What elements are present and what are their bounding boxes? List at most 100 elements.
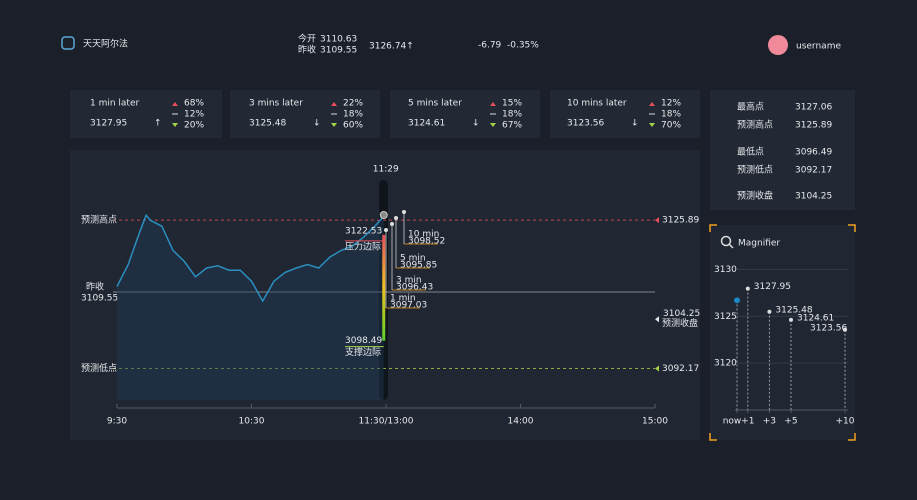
open-value: 3110.63 [320,35,357,45]
card-arrow: ↓ [472,119,480,129]
card-panel [390,90,540,138]
x-tick-label: 10:30 [239,417,265,427]
forecast-value: 3095.85 [400,261,437,271]
flat-pct: 12% [184,110,204,120]
stat-value: 3092.17 [795,166,832,176]
x-tick-label: 15:00 [642,417,668,427]
forecast-label: 1 min [390,294,416,304]
stats-panel [710,90,855,210]
close-pointer [655,316,659,323]
change-pct: -0.35% [507,41,539,51]
point-label: 3123.56 [810,323,847,333]
forecast-dot [394,216,398,220]
up-icon [172,102,178,106]
card-value: 3125.48 [249,119,286,129]
flat-pct: 18% [661,110,681,120]
y-tick-label: 3130 [714,265,737,275]
card-label: 1 min later [90,99,140,109]
forecast-value: 3096.43 [396,283,433,293]
ref-pointer [655,217,659,224]
x-tick-label: now [723,417,742,427]
corner-brackets [709,224,856,441]
point-label: 3127.95 [754,282,791,292]
up-icon [649,102,655,106]
y-tick-label: 3125 [714,312,737,322]
close-value: 3104.25 [663,309,700,319]
price-line [116,213,385,303]
card-arrow: ↓ [631,119,639,129]
forecast-label: 10 min [408,230,439,240]
card-label: 5 mins later [408,99,462,109]
prev-close-value: 3109.55 [320,46,357,56]
up-pct: 22% [343,99,363,109]
up-icon [490,102,496,106]
x-tick-label: 9:30 [107,417,127,427]
forecast-label: 3 min [396,276,422,286]
avatar[interactable] [768,35,788,55]
down-pct: 67% [502,121,522,131]
down-icon [172,123,178,127]
card-panel [230,90,380,138]
forecast-dot [384,228,388,232]
magnifier-title: Magnifier [738,239,780,249]
card-label: 10 mins later [567,99,627,109]
down-pct: 70% [661,121,681,131]
down-pct: 20% [184,121,204,131]
card-arrow: ↓ [313,119,321,129]
forecast-dot [390,222,394,226]
flat-pct: 18% [502,110,522,120]
card-value: 3127.95 [90,119,127,129]
x-tick-label: 11:30/13:00 [359,417,414,427]
ref-label: 预测高点 [81,214,117,226]
prev-close-label: 昨收 [298,44,316,56]
forecast-dot [402,210,406,214]
down-icon [490,123,496,127]
stat-value: 3104.25 [795,192,832,202]
ref-value: 3109.55 [81,293,118,303]
stat-label: 最低点 [737,146,764,158]
card-panel [70,90,222,138]
card-label: 3 mins later [249,99,303,109]
x-tick-label: +1 [741,417,754,427]
down-pct: 60% [343,121,363,131]
stat-label: 最高点 [737,101,764,113]
ref-label: 昨收 [86,280,104,292]
card-arrow: ↑ [154,119,162,129]
now-range [382,234,386,341]
forecast-label: 5 min [400,254,426,264]
card-value: 3124.61 [408,119,445,129]
y-tick-label: 3120 [714,359,737,369]
card-value: 3123.56 [567,119,604,129]
ref-label: 预测低点 [81,362,117,374]
x-tick-label: 14:00 [508,417,534,427]
now-time: 11:29 [373,165,399,175]
change: -6.79 [478,41,502,51]
card-panel [550,90,700,138]
close-label: 预测收盘 [662,317,698,329]
ref-pointer [655,365,659,372]
logo-icon [61,36,75,50]
stat-value: 3127.06 [795,103,832,113]
stat-value: 3096.49 [795,148,832,158]
up-pct: 15% [502,99,522,109]
x-tick-label: +3 [763,417,776,427]
point [734,297,740,304]
ref-value: 3092.17 [662,364,699,374]
forecast-value: 3098.52 [408,237,445,247]
ref-value: 3125.89 [662,216,699,226]
stat-label: 预测高点 [737,119,773,131]
point [843,327,847,332]
low-value: 3098.49 [345,336,382,346]
point-label: 3125.48 [775,305,812,315]
down-icon [649,123,655,127]
flat-pct: 18% [343,110,363,120]
point [767,309,772,314]
stat-value: 3125.89 [795,121,832,131]
point [789,317,793,322]
magnifier-icon [720,235,732,247]
price: 3126.74↑ [369,42,414,52]
now-dot [379,211,388,219]
username: username [796,42,841,52]
x-tick-label: +5 [784,417,797,427]
